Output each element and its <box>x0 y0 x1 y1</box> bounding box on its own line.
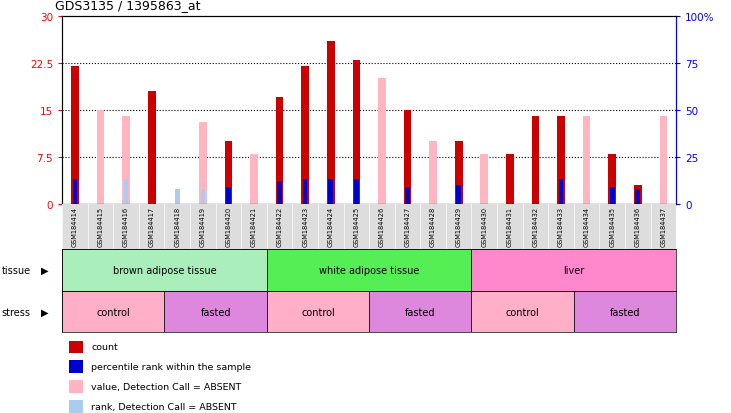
Bar <box>352 60 360 204</box>
Bar <box>531 117 539 204</box>
Text: GSM184421: GSM184421 <box>251 207 257 247</box>
Bar <box>455 142 463 204</box>
Text: control: control <box>301 307 335 317</box>
Bar <box>96 111 105 204</box>
Text: GSM184423: GSM184423 <box>302 207 308 247</box>
Bar <box>200 190 205 204</box>
Text: GSM184418: GSM184418 <box>174 207 181 247</box>
Text: GSM184416: GSM184416 <box>123 207 129 247</box>
Text: GSM184426: GSM184426 <box>379 207 385 247</box>
Bar <box>124 180 129 204</box>
Text: tissue: tissue <box>1 266 31 275</box>
Bar <box>250 154 258 204</box>
Text: GSM184420: GSM184420 <box>225 207 232 247</box>
Bar <box>583 117 591 204</box>
Bar <box>354 180 359 204</box>
Text: GSM184433: GSM184433 <box>558 207 564 247</box>
Bar <box>327 42 335 204</box>
Bar <box>72 180 77 204</box>
Bar <box>62 250 267 291</box>
Bar <box>659 117 667 204</box>
Bar <box>62 291 164 332</box>
Bar <box>429 142 437 204</box>
Text: ▶: ▶ <box>41 266 48 275</box>
Bar <box>471 250 676 291</box>
Text: GSM184417: GSM184417 <box>148 207 155 247</box>
Bar <box>226 188 231 204</box>
Bar <box>378 79 386 204</box>
Bar <box>471 291 574 332</box>
Text: GSM184429: GSM184429 <box>455 207 462 247</box>
Text: GDS3135 / 1395863_at: GDS3135 / 1395863_at <box>55 0 200 12</box>
Text: GSM184435: GSM184435 <box>609 207 616 247</box>
Text: fasted: fasted <box>200 307 231 317</box>
Text: GSM184437: GSM184437 <box>660 207 667 247</box>
Bar <box>303 180 308 204</box>
Text: white adipose tissue: white adipose tissue <box>319 266 420 275</box>
Bar <box>164 291 267 332</box>
Text: GSM184414: GSM184414 <box>72 207 78 247</box>
Text: GSM184430: GSM184430 <box>481 207 488 247</box>
Bar <box>276 98 284 204</box>
Bar <box>404 111 412 204</box>
Text: value, Detection Call = ABSENT: value, Detection Call = ABSENT <box>91 382 242 391</box>
Text: count: count <box>91 342 118 351</box>
Bar <box>480 154 488 204</box>
Text: stress: stress <box>1 307 31 317</box>
Text: control: control <box>506 307 539 317</box>
Bar <box>369 291 471 332</box>
Bar <box>148 92 156 204</box>
Bar <box>328 180 333 204</box>
Bar <box>506 154 514 204</box>
Bar <box>635 190 640 204</box>
Bar <box>533 180 538 204</box>
Text: fasted: fasted <box>610 307 640 317</box>
Bar <box>224 142 232 204</box>
Text: GSM184424: GSM184424 <box>327 207 334 247</box>
Text: brown adipose tissue: brown adipose tissue <box>113 266 216 275</box>
Bar <box>122 117 130 204</box>
Text: GSM184415: GSM184415 <box>97 207 104 247</box>
Bar <box>71 66 79 204</box>
Bar <box>557 117 565 204</box>
Text: GSM184436: GSM184436 <box>635 207 641 247</box>
Text: liver: liver <box>563 266 585 275</box>
Bar <box>267 291 369 332</box>
Bar <box>507 190 512 204</box>
Text: GSM184431: GSM184431 <box>507 207 513 247</box>
Bar <box>267 250 471 291</box>
Bar <box>634 186 642 204</box>
Bar <box>199 123 207 204</box>
Bar <box>405 188 410 204</box>
Bar <box>608 154 616 204</box>
Text: percentile rank within the sample: percentile rank within the sample <box>91 362 251 371</box>
Text: GSM184432: GSM184432 <box>532 207 539 247</box>
Text: GSM184434: GSM184434 <box>583 207 590 247</box>
Bar <box>301 66 309 204</box>
Text: GSM184428: GSM184428 <box>430 207 436 247</box>
Text: ▶: ▶ <box>41 307 48 317</box>
Text: rank, Detection Call = ABSENT: rank, Detection Call = ABSENT <box>91 402 237 411</box>
Bar <box>277 182 282 204</box>
Text: GSM184425: GSM184425 <box>353 207 360 247</box>
Text: GSM184422: GSM184422 <box>276 207 283 247</box>
Text: GSM184427: GSM184427 <box>404 207 411 247</box>
Text: fasted: fasted <box>405 307 436 317</box>
Bar <box>175 190 180 204</box>
Bar <box>635 191 640 204</box>
Text: control: control <box>96 307 130 317</box>
Bar <box>610 188 615 204</box>
Text: GSM184419: GSM184419 <box>200 207 206 247</box>
Bar <box>574 291 676 332</box>
Bar <box>558 180 564 204</box>
Bar <box>456 186 461 204</box>
